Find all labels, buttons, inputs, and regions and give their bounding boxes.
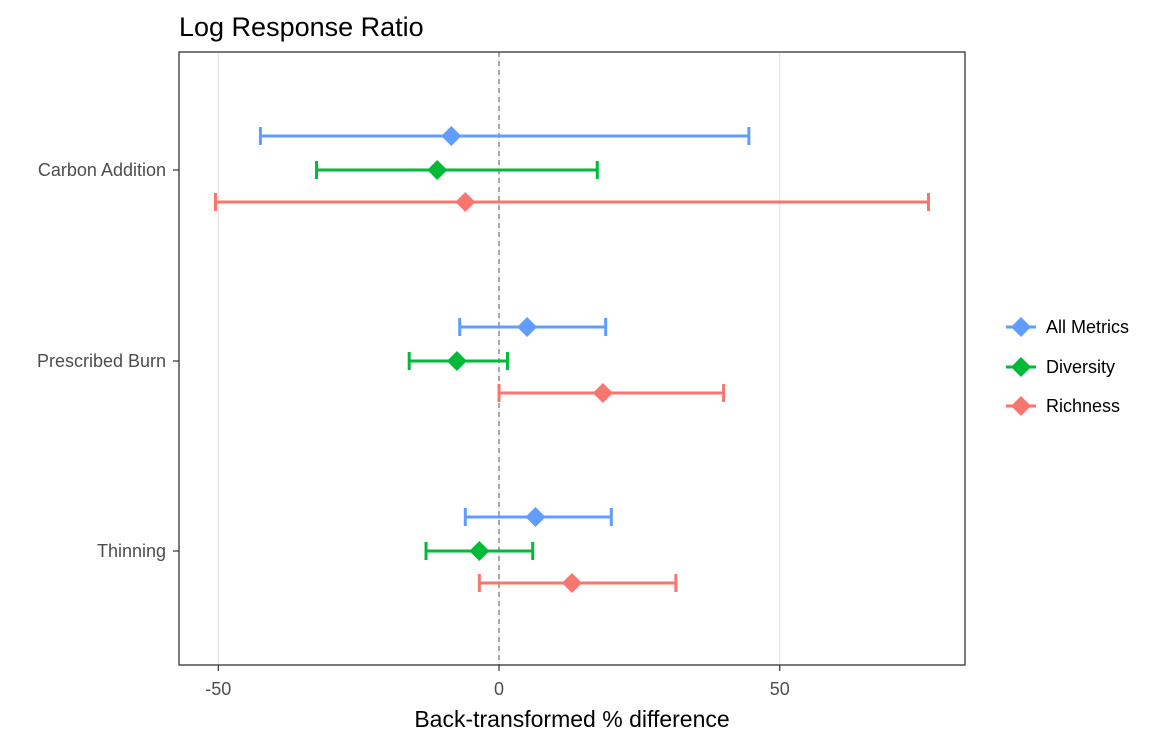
point-estimate-diamond — [562, 573, 582, 593]
y-tick-label: Thinning — [97, 541, 166, 561]
error-bar-group — [315, 160, 599, 180]
plot-panel-border — [178, 51, 966, 666]
point-estimate-diamond — [455, 192, 476, 212]
y-axis: Carbon Addition Prescribed Burn Thinning — [37, 160, 179, 561]
error-bar-group — [477, 573, 678, 593]
legend-item: Diversity — [1006, 357, 1115, 377]
error-bar-group — [258, 126, 751, 146]
error-bar-group — [424, 541, 535, 561]
x-axis-title: Back-transformed % difference — [414, 706, 729, 732]
point-estimate-diamond — [469, 541, 490, 561]
legend-label: All Metrics — [1046, 317, 1129, 337]
legend-label: Diversity — [1046, 357, 1115, 377]
x-tick-label: 50 — [770, 679, 790, 699]
point-estimate-diamond — [441, 126, 462, 146]
point-estimate-diamond — [427, 160, 448, 180]
chart-title: Log Response Ratio — [179, 12, 424, 42]
x-tick-label: 0 — [494, 679, 504, 699]
error-bar-group — [213, 192, 931, 212]
y-tick-label: Prescribed Burn — [37, 351, 166, 371]
legend-item: Richness — [1006, 396, 1120, 416]
x-tick-label: -50 — [205, 679, 231, 699]
legend-key-diamond — [1011, 396, 1031, 416]
error-bar-group — [497, 383, 726, 403]
point-estimate-diamond — [446, 351, 467, 371]
point-estimate-diamond — [592, 383, 613, 403]
legend-item: All Metrics — [1006, 317, 1129, 337]
legend-key-diamond — [1011, 317, 1031, 337]
data-marks — [213, 126, 931, 593]
error-bar-group — [463, 507, 613, 527]
point-estimate-diamond — [517, 317, 538, 337]
legend-key-diamond — [1011, 357, 1031, 377]
error-bar-group — [458, 317, 608, 337]
y-tick-label: Carbon Addition — [38, 160, 166, 180]
error-bar-group — [407, 351, 509, 371]
point-estimate-diamond — [525, 507, 546, 527]
legend-label: Richness — [1046, 396, 1120, 416]
x-axis: -50 0 50 — [205, 665, 790, 699]
legend: All Metrics Diversity Richness — [1006, 317, 1129, 416]
